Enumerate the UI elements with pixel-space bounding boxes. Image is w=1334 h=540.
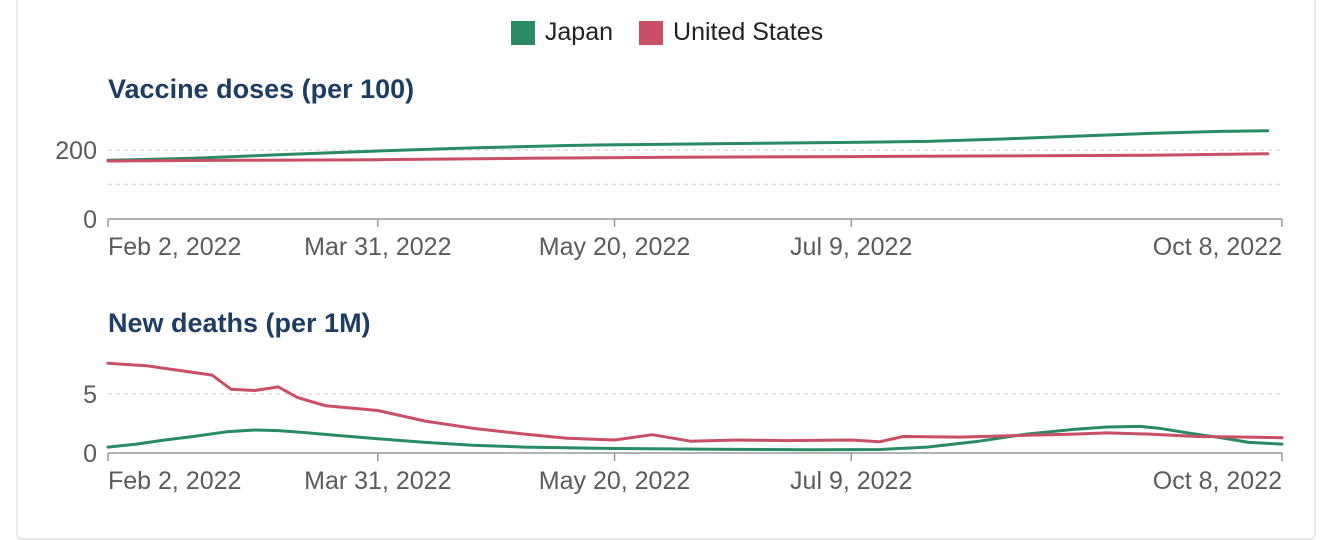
deaths-x-tick-label: Mar 31, 2022: [304, 467, 451, 495]
vaccine-series-line-japan[interactable]: [106, 129, 1270, 162]
vaccine-doses-chart: 0 200 Feb 2, 2022 Mar 31, 2022 May 20, 2022 J…: [55, 129, 1283, 261]
deaths-x-tick-label: May 20, 2022: [539, 467, 691, 495]
deaths-series-line-united-states[interactable]: [106, 361, 1284, 444]
vaccine-y-tick-label: 200: [55, 137, 97, 165]
vaccine-x-tick-label: Jul 9, 2022: [790, 233, 912, 261]
legend-swatch-united-states: [639, 20, 664, 45]
legend-swatch-japan: [510, 20, 535, 45]
vaccine-series-line-united-states[interactable]: [106, 152, 1270, 163]
deaths-y-tick-label: 5: [83, 381, 97, 409]
legend-item-united-states[interactable]: United States: [639, 18, 823, 47]
deaths-series-line-japan[interactable]: [106, 424, 1284, 452]
legend-label-japan: Japan: [544, 18, 614, 46]
new-deaths-chart: 0 5 Feb 2, 2022 Mar 31, 2022 May 20, 2022 Jul…: [83, 361, 1284, 495]
legend-item-japan[interactable]: Japan: [510, 18, 614, 47]
vaccine-x-tick-label: May 20, 2022: [539, 233, 691, 261]
deaths-x-tick-label: Feb 2, 2022: [108, 467, 241, 495]
vaccine-chart-title: Vaccine doses (per 100): [108, 74, 415, 104]
legend: Japan United States: [0, 18, 1334, 47]
legend-label-united-states: United States: [673, 18, 824, 46]
deaths-y-tick-label: 0: [83, 440, 97, 468]
vaccine-x-tick-label: Oct 8, 2022: [1153, 233, 1282, 261]
deaths-x-tick-label: Jul 9, 2022: [790, 467, 912, 495]
vaccine-x-tick-label: Feb 2, 2022: [108, 233, 241, 261]
vaccine-x-tick-label: Mar 31, 2022: [304, 233, 451, 261]
vaccine-y-tick-label: 0: [83, 206, 97, 234]
deaths-x-tick-label: Oct 8, 2022: [1153, 467, 1282, 495]
deaths-chart-title: New deaths (per 1M): [108, 308, 371, 338]
